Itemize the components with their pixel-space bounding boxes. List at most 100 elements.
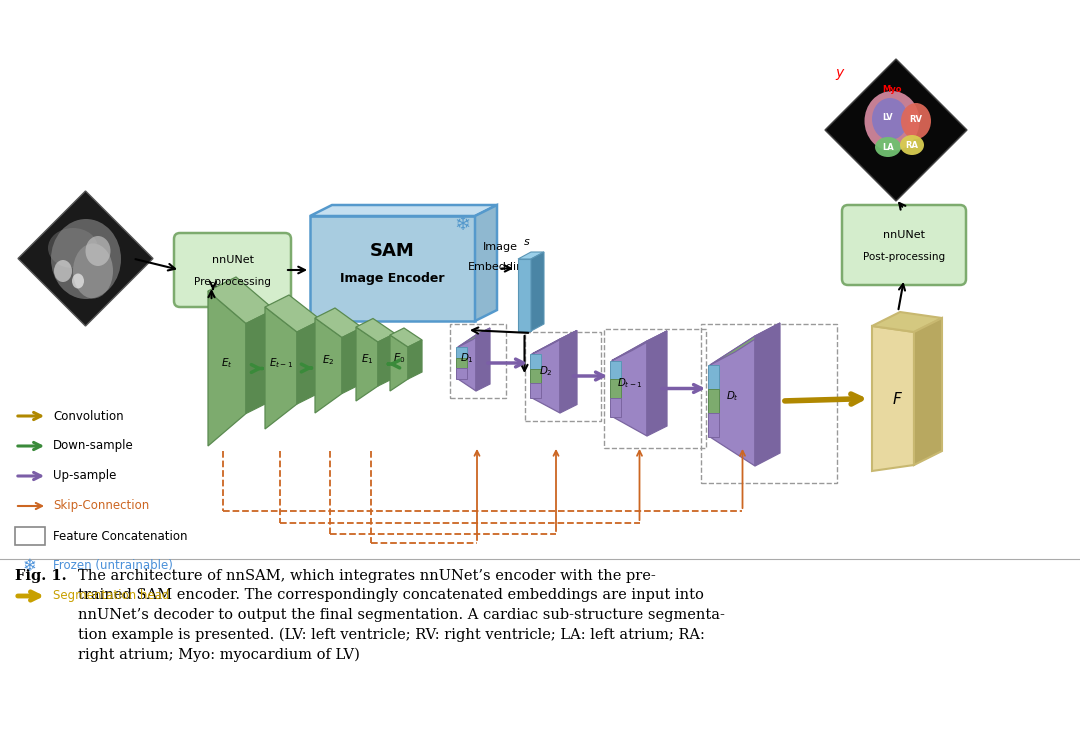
Polygon shape bbox=[610, 379, 621, 398]
Text: Embedding: Embedding bbox=[469, 262, 531, 271]
Polygon shape bbox=[342, 327, 362, 393]
Polygon shape bbox=[710, 336, 755, 466]
Polygon shape bbox=[315, 318, 342, 413]
Text: The architecture of nnSAM, which integrates nnUNet’s encoder with the pre-
train: The architecture of nnSAM, which integra… bbox=[78, 569, 725, 662]
Ellipse shape bbox=[900, 135, 924, 155]
Polygon shape bbox=[18, 191, 153, 326]
Polygon shape bbox=[390, 335, 408, 391]
Polygon shape bbox=[518, 259, 531, 331]
Ellipse shape bbox=[48, 228, 98, 268]
Text: $y$: $y$ bbox=[835, 67, 846, 82]
Polygon shape bbox=[914, 318, 942, 465]
FancyBboxPatch shape bbox=[842, 205, 966, 285]
Ellipse shape bbox=[864, 91, 919, 151]
Polygon shape bbox=[612, 331, 667, 360]
Polygon shape bbox=[708, 389, 719, 413]
Polygon shape bbox=[872, 312, 942, 332]
Text: LA: LA bbox=[882, 143, 894, 151]
Polygon shape bbox=[458, 328, 490, 347]
Polygon shape bbox=[356, 319, 395, 342]
Text: $E_t$: $E_t$ bbox=[221, 357, 233, 371]
Polygon shape bbox=[530, 354, 541, 368]
Text: Pre-processing: Pre-processing bbox=[194, 277, 271, 287]
Polygon shape bbox=[825, 59, 967, 201]
Text: RA: RA bbox=[905, 140, 918, 150]
Polygon shape bbox=[390, 328, 422, 347]
Text: $x$: $x$ bbox=[26, 199, 37, 213]
Polygon shape bbox=[610, 398, 621, 417]
Polygon shape bbox=[708, 365, 719, 389]
Ellipse shape bbox=[72, 273, 84, 289]
Polygon shape bbox=[246, 309, 274, 414]
Polygon shape bbox=[456, 347, 467, 357]
Polygon shape bbox=[208, 291, 246, 446]
Polygon shape bbox=[408, 340, 422, 379]
Polygon shape bbox=[612, 341, 647, 436]
Polygon shape bbox=[647, 331, 667, 436]
Polygon shape bbox=[378, 333, 395, 386]
Text: SAM: SAM bbox=[370, 241, 415, 260]
Polygon shape bbox=[208, 277, 274, 324]
Polygon shape bbox=[532, 330, 577, 354]
Text: $s$: $s$ bbox=[523, 237, 530, 247]
Polygon shape bbox=[456, 357, 467, 368]
Text: $E_{t-1}$: $E_{t-1}$ bbox=[269, 356, 293, 370]
Polygon shape bbox=[456, 368, 467, 379]
Polygon shape bbox=[310, 216, 475, 321]
Text: Myo: Myo bbox=[882, 85, 902, 94]
Polygon shape bbox=[532, 339, 561, 413]
Text: $D_t$: $D_t$ bbox=[726, 389, 739, 403]
Text: $E_0$: $E_0$ bbox=[393, 351, 405, 365]
Text: Convolution: Convolution bbox=[53, 409, 123, 423]
Text: Up-sample: Up-sample bbox=[53, 469, 117, 482]
Polygon shape bbox=[265, 307, 297, 429]
Ellipse shape bbox=[85, 236, 110, 266]
Text: $E_2$: $E_2$ bbox=[322, 354, 335, 368]
Polygon shape bbox=[476, 328, 490, 391]
Text: $E_1$: $E_1$ bbox=[361, 352, 374, 366]
Text: Image: Image bbox=[483, 241, 517, 251]
Ellipse shape bbox=[51, 219, 121, 299]
Text: Skip-Connection: Skip-Connection bbox=[53, 499, 149, 512]
Polygon shape bbox=[315, 308, 362, 338]
Text: $D_2$: $D_2$ bbox=[539, 364, 553, 378]
Polygon shape bbox=[710, 323, 780, 365]
Bar bbox=[15, 527, 45, 545]
Text: nnUNet: nnUNet bbox=[212, 255, 254, 265]
Text: Post-processing: Post-processing bbox=[863, 252, 945, 262]
Polygon shape bbox=[530, 368, 541, 383]
Polygon shape bbox=[872, 326, 914, 471]
Text: Segmentation head: Segmentation head bbox=[53, 589, 170, 602]
Text: Image Encoder: Image Encoder bbox=[340, 272, 445, 285]
Text: Down-sample: Down-sample bbox=[53, 439, 134, 452]
Polygon shape bbox=[356, 327, 378, 401]
Ellipse shape bbox=[73, 243, 113, 298]
Polygon shape bbox=[610, 360, 621, 379]
Ellipse shape bbox=[54, 260, 72, 282]
Polygon shape bbox=[297, 320, 321, 404]
Polygon shape bbox=[475, 205, 497, 321]
Text: Feature Concatenation: Feature Concatenation bbox=[53, 529, 188, 542]
Text: LV: LV bbox=[882, 113, 893, 123]
Text: Fig. 1.: Fig. 1. bbox=[15, 569, 67, 583]
Text: $F$: $F$ bbox=[891, 390, 903, 406]
Text: ❄: ❄ bbox=[455, 214, 471, 233]
Ellipse shape bbox=[875, 137, 901, 157]
Polygon shape bbox=[310, 205, 497, 216]
Polygon shape bbox=[458, 335, 476, 391]
Polygon shape bbox=[708, 413, 719, 437]
Text: Frozen (untrainable): Frozen (untrainable) bbox=[53, 559, 173, 572]
Polygon shape bbox=[518, 252, 544, 259]
Text: $D_{t-1}$: $D_{t-1}$ bbox=[617, 376, 643, 390]
Polygon shape bbox=[531, 252, 544, 331]
Text: RV: RV bbox=[909, 115, 922, 124]
Ellipse shape bbox=[872, 98, 908, 140]
Polygon shape bbox=[265, 295, 321, 332]
Text: $D_1$: $D_1$ bbox=[460, 351, 474, 365]
Ellipse shape bbox=[901, 103, 931, 139]
FancyBboxPatch shape bbox=[174, 233, 291, 307]
Polygon shape bbox=[755, 323, 780, 466]
Polygon shape bbox=[530, 383, 541, 398]
Text: ❄: ❄ bbox=[22, 557, 36, 575]
Polygon shape bbox=[561, 330, 577, 413]
